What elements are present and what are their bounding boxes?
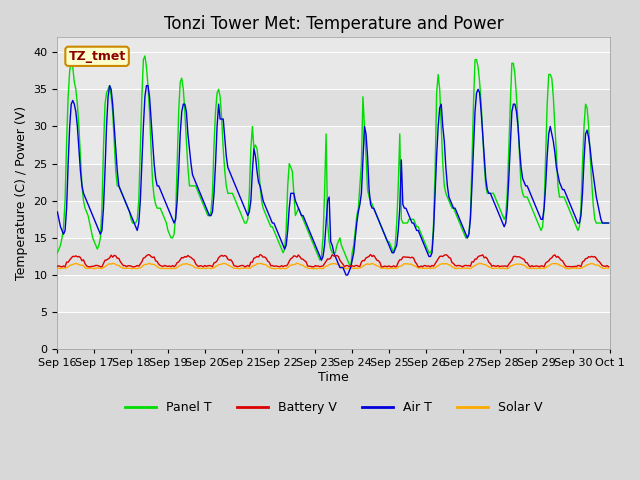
Legend: Panel T, Battery V, Air T, Solar V: Panel T, Battery V, Air T, Solar V: [120, 396, 548, 419]
Bar: [58, 238, 610, 275]
X-axis label: Time: Time: [318, 371, 349, 384]
Text: TZ_tmet: TZ_tmet: [68, 50, 125, 63]
Bar: [58, 164, 610, 201]
Title: Tonzi Tower Met: Temperature and Power: Tonzi Tower Met: Temperature and Power: [164, 15, 504, 33]
Bar: [58, 89, 610, 126]
Bar: [58, 312, 610, 349]
Y-axis label: Temperature (C) / Power (V): Temperature (C) / Power (V): [15, 106, 28, 280]
